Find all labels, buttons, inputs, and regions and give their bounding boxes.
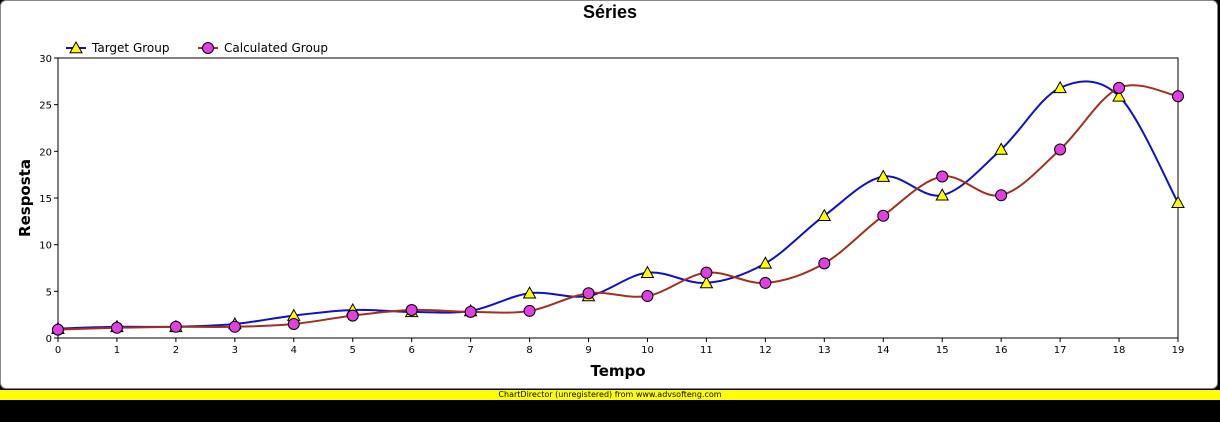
- target-group-point: [817, 208, 832, 222]
- calculated-group-point: [228, 320, 241, 333]
- x-tick-label: 16: [995, 345, 1008, 356]
- x-tick-label: 9: [585, 345, 591, 356]
- target-group-point: [1171, 195, 1185, 208]
- calculated-group-point: [582, 287, 595, 300]
- x-tick-label: 18: [1113, 345, 1126, 356]
- calculated-group-point: [464, 305, 477, 318]
- legend-marker: [69, 40, 83, 54]
- watermark-banner: ChartDirector (unregistered) from www.ad…: [0, 390, 1220, 400]
- target-group-point: [640, 265, 655, 278]
- plot-border: [57, 57, 1179, 339]
- legend-label: Target Group: [91, 41, 169, 55]
- x-tick-label: 6: [408, 345, 414, 356]
- target-group-point: [935, 188, 950, 201]
- calculated-group-point: [877, 209, 890, 222]
- x-tick-label: 4: [291, 345, 297, 356]
- chart-title: Séries: [582, 2, 638, 22]
- target-group-point: [876, 169, 891, 182]
- calculated-group-series: [52, 81, 1184, 336]
- calculated-group-point: [700, 266, 713, 279]
- x-tick-label: 7: [467, 345, 473, 356]
- calculated-group-point: [110, 321, 123, 334]
- legend-label: Calculated Group: [224, 41, 328, 55]
- x-tick-label: 2: [173, 345, 179, 356]
- target-group-point: [994, 142, 1009, 155]
- target-group-point: [1112, 89, 1126, 102]
- x-tick-label: 0: [55, 345, 61, 356]
- calculated-group-point: [405, 304, 418, 316]
- series-layer: [51, 80, 1185, 336]
- target-group-point: [522, 286, 537, 299]
- calculated-group-point: [936, 170, 949, 183]
- target-group-point: [758, 256, 773, 269]
- y-tick-label: 0: [46, 334, 52, 345]
- x-axis-label: Tempo: [590, 362, 645, 380]
- x-tick-label: 13: [818, 345, 831, 356]
- calculated-group-point: [52, 323, 64, 336]
- y-tick-label: 25: [39, 101, 52, 112]
- calculated-group-point: [1113, 81, 1126, 94]
- x-tick-label: 1: [114, 345, 120, 356]
- x-tick-label: 3: [232, 345, 238, 356]
- calculated-group-point: [523, 304, 536, 317]
- calculated-group-point: [995, 189, 1008, 202]
- bottom-bar: [0, 400, 1220, 422]
- calculated-group-point: [287, 318, 300, 330]
- calculated-group-point: [818, 257, 831, 270]
- x-tick-label: 11: [700, 345, 713, 356]
- x-tick-label: 17: [1054, 345, 1067, 356]
- y-tick-label: 15: [39, 194, 52, 205]
- y-axis-label: Resposta: [16, 159, 34, 237]
- calculated-group-point: [1054, 143, 1067, 156]
- y-tick-label: 20: [39, 147, 52, 158]
- target-group-point: [1053, 80, 1067, 94]
- x-tick-label: 12: [759, 345, 772, 356]
- legend-marker: [202, 42, 214, 54]
- x-tick-label: 15: [936, 345, 949, 356]
- x-tick-label: 14: [877, 345, 890, 356]
- plot-area: [57, 57, 1179, 339]
- x-tick-label: 8: [526, 345, 532, 356]
- y-tick-label: 30: [39, 54, 52, 65]
- calculated-group-point: [759, 276, 772, 289]
- calculated-group-point: [641, 290, 654, 302]
- x-tick-label: 10: [641, 345, 654, 356]
- calculated-group-point: [169, 320, 182, 333]
- y-tick-label: 10: [39, 241, 52, 252]
- x-tick-label: 5: [350, 345, 356, 356]
- target-group-point: [699, 275, 714, 289]
- y-tick-label: 5: [46, 287, 52, 298]
- legend: Target Group Calculated Group: [66, 40, 328, 55]
- calculated-group-point: [346, 309, 359, 322]
- calculated-group-point: [1172, 90, 1184, 103]
- x-tick-label: 19: [1172, 345, 1185, 356]
